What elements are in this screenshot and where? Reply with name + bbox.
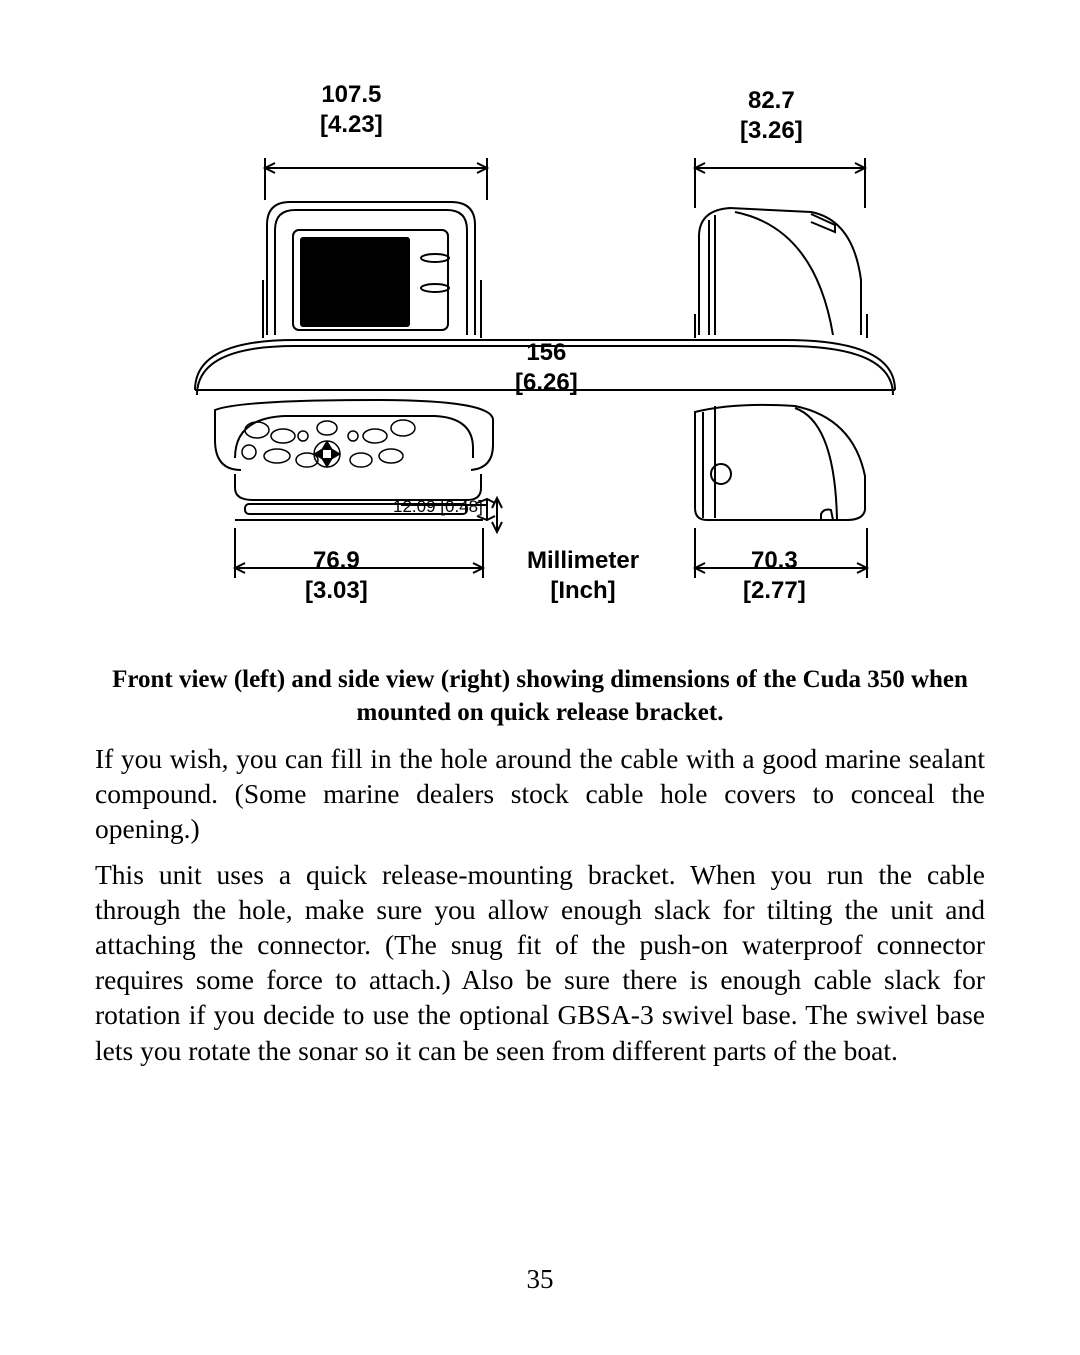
dim-bot-right: 70.3[2.77]: [743, 546, 806, 606]
manual-page: 107.5[4.23] 82.7[3.26] 156[6.26] 12.09 […: [0, 0, 1080, 1355]
page-number: 35: [0, 1264, 1080, 1295]
dim-small: 12.09 [0.48]: [393, 497, 483, 517]
dim-top-right: 82.7[3.26]: [740, 86, 803, 146]
para-1: If you wish, you can fill in the hole ar…: [95, 741, 985, 847]
dim-mid: 156[6.26]: [515, 338, 578, 398]
dimensions-diagram: 107.5[4.23] 82.7[3.26] 156[6.26] 12.09 […: [175, 80, 905, 660]
figure-caption: Front view (left) and side view (right) …: [100, 664, 980, 729]
dim-top-left: 107.5[4.23]: [320, 80, 383, 140]
dim-bot-mid: Millimeter[Inch]: [527, 546, 639, 606]
dim-bot-left: 76.9[3.03]: [305, 546, 368, 606]
para-2: This unit uses a quick release-mounting …: [95, 857, 985, 1068]
